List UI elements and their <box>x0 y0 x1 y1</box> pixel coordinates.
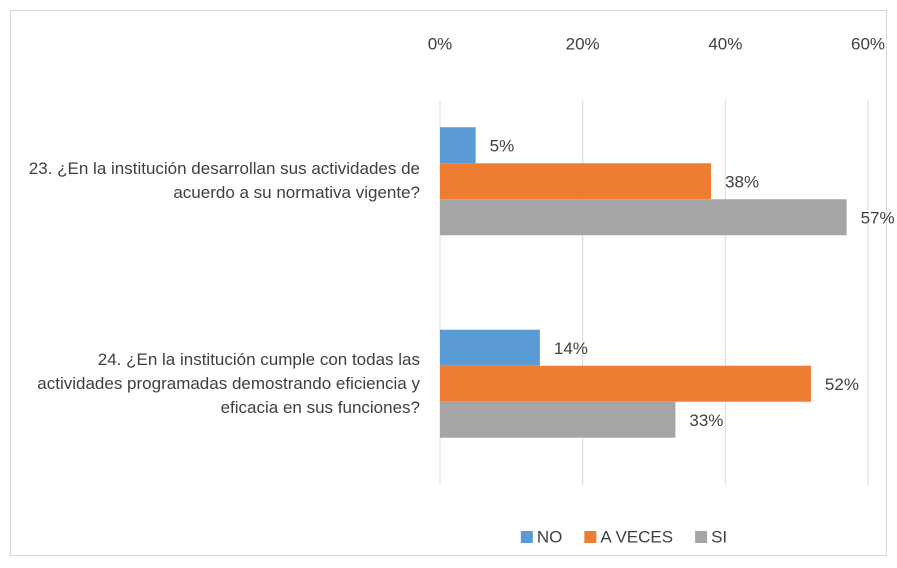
value-label: 5% <box>490 137 515 156</box>
legend-label: NO <box>537 527 563 546</box>
x-tick-label: 40% <box>708 34 742 53</box>
bar <box>440 329 540 366</box>
legend-label: SI <box>711 527 727 546</box>
bar <box>440 365 811 402</box>
x-tick-label: 60% <box>851 34 885 53</box>
legend-swatch <box>695 531 708 543</box>
value-label: 33% <box>689 411 723 430</box>
value-label: 14% <box>554 339 588 358</box>
x-tick-label: 20% <box>566 34 600 53</box>
legend-swatch <box>584 531 597 543</box>
legend-swatch <box>520 531 533 543</box>
x-tick-label: 0% <box>428 34 453 53</box>
y-tick-label: 23. ¿En la institución desarrollan sus a… <box>28 159 420 203</box>
legend-label: A VECES <box>600 527 673 546</box>
value-label: 38% <box>725 173 759 192</box>
y-tick-label: 24. ¿En la institución cumple con todas … <box>37 349 420 417</box>
chart-frame <box>10 10 887 556</box>
bar <box>440 199 847 236</box>
value-label: 52% <box>825 375 859 394</box>
bar <box>440 127 476 164</box>
bar <box>440 163 712 200</box>
bar <box>440 401 676 438</box>
value-label: 57% <box>861 209 895 228</box>
